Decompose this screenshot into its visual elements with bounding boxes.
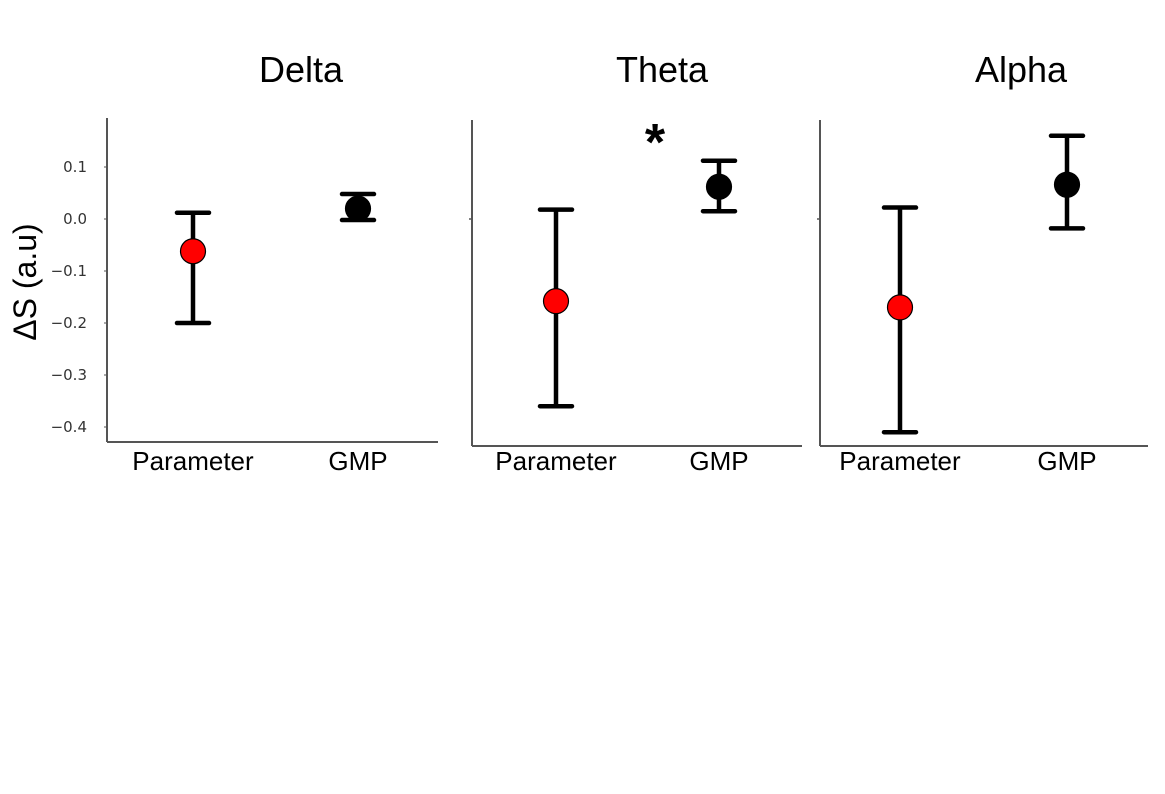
significance-marker: * — [645, 114, 666, 172]
x-tick-label: Parameter — [495, 446, 617, 476]
mean-point-parameter — [179, 238, 207, 265]
mean-point-gmp — [344, 195, 372, 222]
panel-delta: Delta −0.4 −0.3 −0.2 −0.1 0.0 0.1 Parameter GMP — [51, 49, 438, 476]
panel-theta: Theta Parameter GMP * — [469, 49, 802, 476]
panel-title: Delta — [259, 49, 344, 90]
panel-title: Alpha — [975, 49, 1068, 90]
y-axis-label: ΔS (a.u) — [7, 223, 43, 340]
x-tick-label: Parameter — [839, 446, 961, 476]
x-tick-label: GMP — [689, 446, 748, 476]
panel-alpha: Alpha Parameter GMP — [817, 49, 1148, 476]
mean-point-gmp — [705, 173, 733, 200]
panel-title: Theta — [616, 49, 709, 90]
mean-point-gmp — [1053, 171, 1081, 198]
y-tick-label: 0.1 — [63, 158, 87, 176]
mean-point-parameter — [886, 294, 914, 321]
x-tick-label: Parameter — [132, 446, 254, 476]
y-tick-label: 0.0 — [63, 210, 87, 228]
mean-point-parameter — [542, 288, 570, 315]
y-tick-label: −0.1 — [51, 262, 87, 280]
x-tick-label: GMP — [1037, 446, 1096, 476]
y-tick-label: −0.2 — [51, 314, 87, 332]
y-tick-label: −0.3 — [51, 366, 87, 384]
y-tick-label: −0.4 — [51, 418, 87, 436]
x-tick-label: GMP — [328, 446, 387, 476]
